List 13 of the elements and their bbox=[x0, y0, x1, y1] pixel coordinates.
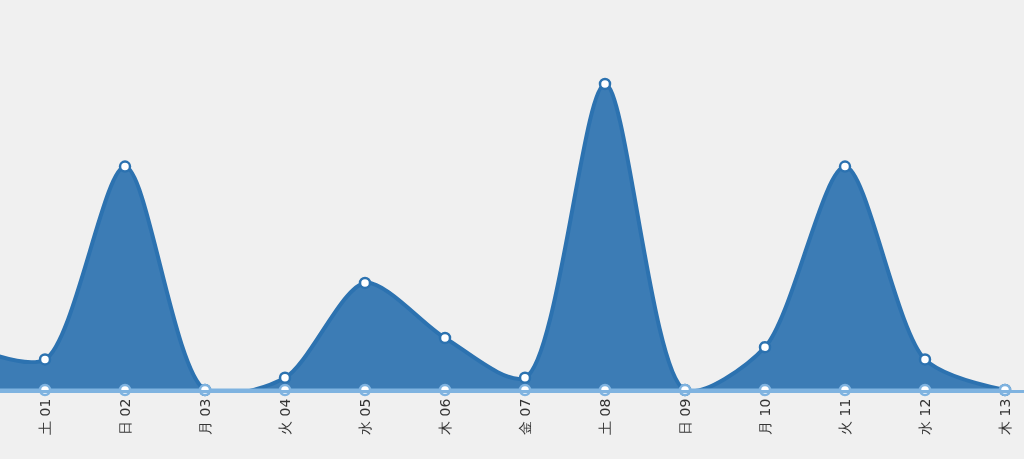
x-tick-label: 水 05 bbox=[356, 398, 373, 435]
x-tick-label: 日 09 bbox=[676, 398, 693, 435]
x-tick-label: 土 08 bbox=[596, 398, 613, 435]
x-tick-label: 日 02 bbox=[116, 398, 133, 435]
x-tick-label: 金 07 bbox=[516, 398, 533, 435]
x-tick-label: 火 11 bbox=[836, 398, 853, 435]
x-tick-label: 水 12 bbox=[916, 398, 933, 435]
x-tick-label: 火 04 bbox=[276, 398, 293, 435]
x-tick-label: 月 10 bbox=[756, 398, 773, 435]
x-tick-label: 土 01 bbox=[36, 398, 53, 435]
x-tick-label: 木 13 bbox=[996, 398, 1013, 435]
x-tick-label: 木 06 bbox=[436, 398, 453, 435]
x-tick-label: 月 03 bbox=[196, 398, 213, 435]
